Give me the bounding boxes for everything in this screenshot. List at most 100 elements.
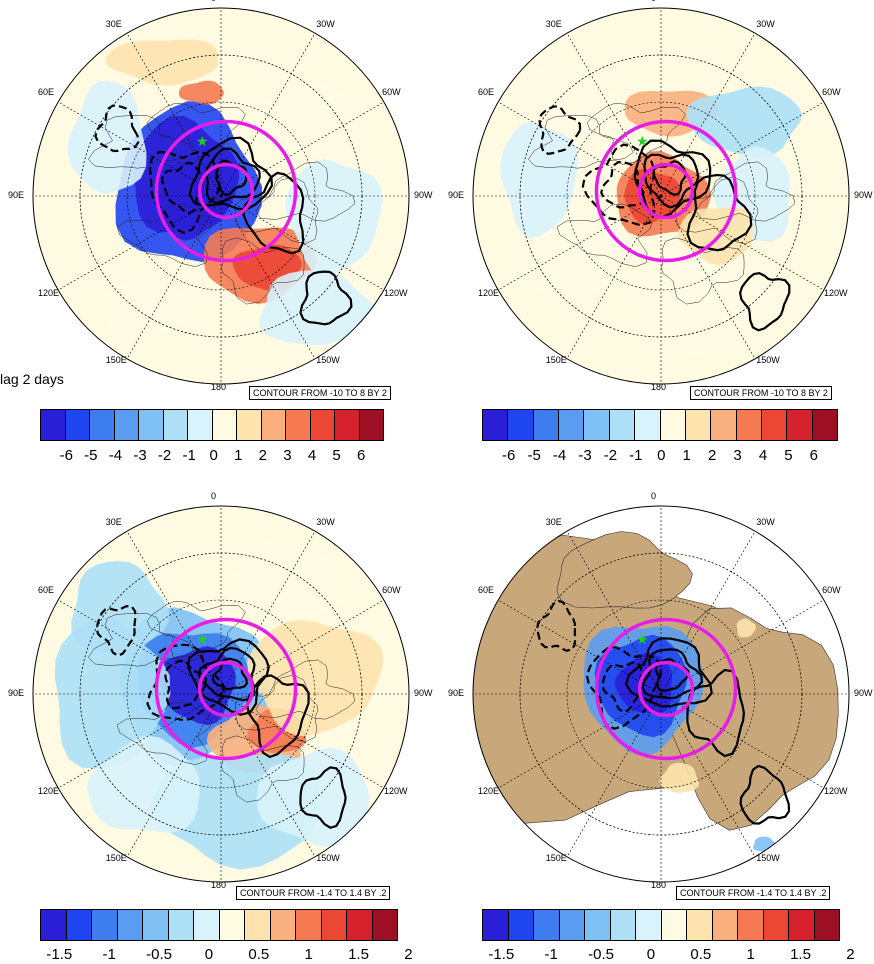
colorbar-swatch [41, 910, 67, 940]
station-star-icon: ★ [636, 632, 649, 648]
colorbar-swatch [168, 910, 194, 940]
contour-line [94, 104, 140, 153]
contour-line [161, 161, 204, 215]
colorbar-swatch [534, 910, 560, 940]
colorbar-swatch [763, 910, 789, 940]
anomaly-shade [677, 207, 753, 265]
contour-line [600, 160, 646, 209]
lon-label-e: 90W [414, 190, 433, 200]
lon-label-se: 120W [823, 785, 848, 796]
colorbar-tick-label: -4 [552, 447, 567, 464]
lon-label-ssw: 150E [545, 355, 567, 366]
colorbar-tick-label: 1 [682, 447, 691, 464]
lon-label-w: 90E [447, 190, 464, 200]
colorbar-swatch [738, 910, 764, 940]
contour-line [205, 147, 261, 205]
colorbar-tick-label: -1 [544, 946, 558, 963]
colorbar-swatch [245, 910, 271, 940]
lon-label-e: 90W [854, 190, 873, 200]
colorbar [40, 909, 398, 941]
lon-label-nnw: 30E [545, 18, 562, 29]
lon-label-s: 180 [651, 879, 667, 890]
colorbar-swatch [609, 410, 636, 440]
colorbar-swatch [584, 410, 610, 440]
colorbar-swatch [660, 410, 686, 440]
colorbar-swatch [559, 910, 585, 940]
anomaly-shade [659, 762, 699, 793]
colorbar-swatch [711, 410, 737, 440]
lon-label-nnw: 30E [105, 516, 122, 527]
magenta-ring-inner [637, 162, 695, 220]
anomaly-shade [67, 80, 147, 194]
colorbar-tick-label: 4 [307, 447, 317, 464]
lon-label-nne: 30W [756, 18, 775, 29]
colorbar-swatch [610, 910, 636, 940]
colorbar-swatch [685, 410, 712, 440]
anomaly-shade [101, 279, 198, 337]
colorbar-tick-label: -6 [59, 447, 73, 464]
lon-label-n: 0 [211, 490, 217, 501]
polar-map-top-left: ★ [32, 7, 410, 385]
colorbar-swatch [533, 410, 560, 440]
anomaly-shade [178, 80, 224, 105]
colorbar-swatch [163, 410, 188, 440]
lon-label-w: 90E [447, 688, 464, 698]
colorbar-swatch [270, 910, 296, 940]
anomaly-shade [256, 747, 370, 848]
colorbar-swatch [237, 410, 262, 440]
contour-info-box: CONTOUR FROM -10 TO 8 BY 2 [690, 386, 832, 400]
contour-line [633, 139, 712, 219]
lon-label-ssw: 150E [105, 853, 127, 864]
magenta-ring-inner [197, 162, 255, 220]
colorbar-swatch [261, 410, 286, 440]
colorbar-swatch [114, 410, 139, 440]
contour-line [148, 150, 221, 235]
lon-label-nw: 60E [38, 86, 55, 97]
contour-line [186, 638, 270, 716]
colorbar-tick-label: 5 [332, 447, 341, 464]
lon-label-ne: 60W [822, 86, 841, 97]
colorbar-tick-label: -0.5 [146, 946, 172, 963]
colorbar-swatch [92, 910, 118, 940]
colorbar-tick-label: -1 [629, 447, 643, 464]
lon-label-sw: 120E [478, 287, 500, 298]
colorbar-swatch [347, 910, 373, 940]
colorbar-tick-label: -1 [182, 447, 196, 464]
contour-line [164, 659, 208, 710]
colorbar-tick-label: 4 [758, 447, 768, 464]
lon-label-n: 0 [211, 0, 216, 3]
colorbar-swatch [296, 910, 322, 940]
lon-label-nne: 30W [316, 516, 335, 527]
colorbar-swatch [736, 410, 762, 440]
colorbar-tick-label: 0.5 [690, 946, 712, 963]
lon-label-sse: 150W [316, 355, 340, 366]
lon-label-se: 120W [383, 287, 408, 298]
colorbar-tick-label: 6 [356, 447, 366, 464]
lon-label-sw: 120E [478, 785, 500, 796]
colorbar-swatch [310, 410, 335, 440]
contour-line [538, 105, 582, 155]
contour-line [245, 674, 310, 759]
colorbar-swatch [483, 410, 509, 440]
colorbar-swatch [661, 910, 687, 940]
anomaly-shade [520, 63, 619, 139]
colorbar-tick-label: 2 [258, 447, 268, 464]
colorbar-tick-label: 0.5 [248, 946, 270, 963]
lon-label-w: 90E [7, 688, 24, 698]
lon-label-nne: 30W [316, 18, 335, 29]
colorbar-ticks: -1.5 -1 -0.5 0 0.5 1 1.5 2 [482, 946, 854, 964]
colorbar [40, 409, 384, 441]
magenta-ring-outer [154, 119, 298, 263]
map-rim [32, 7, 410, 385]
colorbar-swatch [90, 410, 115, 440]
colorbar-tick-label: 5 [784, 447, 793, 464]
colorbar-tick-label: -3 [133, 447, 147, 464]
colorbar-swatch [212, 410, 237, 440]
colorbar-tick-label: -0.5 [588, 946, 614, 963]
polar-map-bottom-right: ★ [472, 505, 850, 883]
colorbar-swatch [712, 910, 738, 940]
colorbar-tick-label: 2 [404, 946, 413, 963]
colorbar-tick-label: 0 [646, 946, 656, 963]
contour-info-box: CONTOUR FROM -10 TO 8 BY 2 [249, 386, 391, 400]
colorbar-tick-label: 1.5 [348, 946, 369, 963]
